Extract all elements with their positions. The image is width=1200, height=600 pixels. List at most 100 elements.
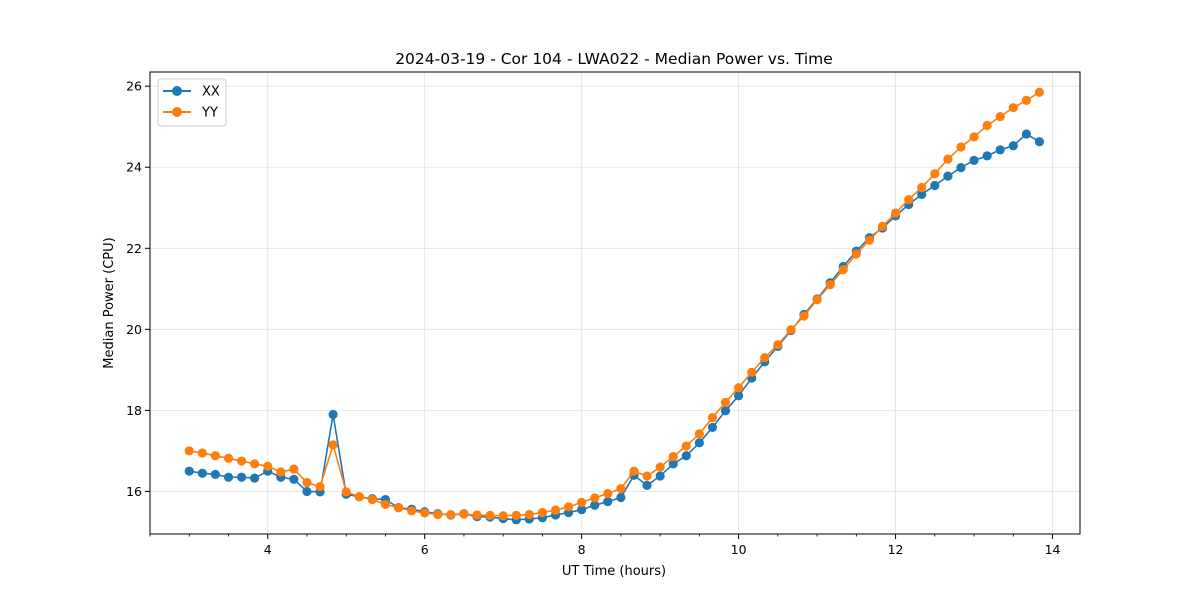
chart-title: 2024-03-19 - Cor 104 - LWA022 - Median P… — [395, 50, 833, 68]
data-point-yy — [524, 509, 534, 520]
data-point-xx — [642, 480, 652, 490]
data-point-yy — [694, 429, 704, 439]
data-point-yy — [380, 499, 391, 510]
data-point-xx — [707, 422, 718, 433]
x-tick-label: 10 — [731, 542, 747, 557]
data-point-yy — [995, 111, 1005, 122]
y-tick-label: 16 — [126, 484, 142, 499]
data-point-xx — [943, 171, 953, 181]
data-point-yy — [864, 235, 875, 245]
axis-ticks: 4 6 8 10 12 14 16 18 20 22 24 26 — [126, 79, 1060, 557]
data-point-yy — [550, 505, 561, 515]
data-point-xx — [917, 189, 927, 199]
y-tick-label: 22 — [126, 241, 142, 256]
data-point-xx — [956, 163, 966, 173]
data-point-yy — [341, 487, 351, 497]
data-point-xx — [236, 472, 247, 482]
data-point-yy — [472, 510, 482, 520]
data-point-yy — [812, 295, 822, 305]
data-point-yy — [734, 383, 744, 393]
y-tick-label: 20 — [126, 322, 142, 337]
data-point-yy — [197, 448, 207, 458]
y-tick-label: 18 — [126, 403, 142, 418]
data-point-yy — [890, 208, 901, 218]
data-point-yy — [276, 467, 286, 477]
data-point-xx — [1034, 137, 1045, 147]
data-point-xx — [694, 438, 704, 448]
legend: XX YY — [157, 78, 227, 127]
data-point-yy — [1034, 87, 1045, 97]
y-tick-label: 26 — [126, 79, 142, 94]
data-point-yy — [1021, 95, 1031, 105]
data-point-yy — [851, 249, 861, 259]
data-point-yy — [590, 493, 600, 503]
data-point-xx — [210, 469, 220, 480]
data-point-xx — [930, 180, 940, 191]
data-point-xx — [328, 409, 338, 420]
data-point-yy — [825, 280, 835, 290]
data-point-yy — [720, 397, 731, 407]
data-point-yy — [537, 507, 548, 518]
data-point-yy — [799, 311, 809, 321]
data-point-yy — [210, 451, 220, 461]
data-point-yy — [642, 471, 652, 481]
y-axis-label: Median Power (CPU) — [102, 237, 117, 368]
data-point-yy — [760, 353, 770, 363]
data-point-xx — [681, 451, 691, 461]
data-point-yy — [838, 265, 848, 275]
data-point-yy — [302, 477, 312, 488]
data-point-xx — [668, 459, 678, 469]
data-point-yy — [446, 509, 456, 520]
data-point-yy — [459, 509, 469, 519]
data-point-yy — [223, 453, 234, 463]
data-point-yy — [354, 492, 364, 502]
data-point-yy — [603, 488, 613, 499]
data-point-yy — [747, 367, 757, 377]
data-point-yy — [289, 464, 299, 474]
data-point-xx — [223, 472, 234, 482]
x-tick-label: 4 — [264, 542, 272, 557]
data-point-xx — [982, 151, 992, 161]
data-point-xx — [184, 466, 194, 476]
x-tick-label: 14 — [1045, 542, 1061, 557]
data-point-xx — [1021, 129, 1031, 139]
data-point-xx — [720, 406, 731, 416]
data-point-yy — [956, 142, 966, 152]
data-point-yy — [393, 503, 404, 513]
data-point-xx — [655, 471, 665, 481]
data-point-yy — [616, 484, 626, 494]
data-point-yy — [877, 221, 888, 232]
data-point-xx — [590, 500, 600, 510]
data-point-yy — [433, 509, 443, 520]
data-point-xx — [616, 492, 626, 503]
data-point-yy — [943, 154, 953, 164]
data-point-xx — [1008, 141, 1018, 151]
data-point-yy — [930, 169, 940, 179]
data-point-yy — [786, 325, 796, 335]
data-point-yy — [917, 182, 927, 193]
series-layer — [184, 87, 1045, 525]
legend-label-xx: XX — [202, 85, 220, 100]
data-point-yy — [328, 440, 338, 450]
data-point-yy — [485, 510, 495, 520]
data-point-yy — [773, 340, 783, 350]
x-tick-label: 6 — [421, 542, 429, 557]
data-point-yy — [563, 502, 574, 512]
data-point-yy — [629, 466, 639, 476]
legend-marker-yy — [172, 107, 182, 117]
data-point-yy — [982, 120, 992, 131]
data-point-yy — [184, 446, 194, 456]
x-tick-label: 8 — [578, 542, 586, 557]
data-point-yy — [236, 456, 247, 466]
data-point-yy — [1008, 103, 1018, 113]
y-tick-label: 24 — [126, 160, 142, 175]
data-point-yy — [315, 481, 325, 492]
data-point-yy — [655, 462, 665, 472]
data-point-xx — [995, 145, 1005, 155]
legend-label-yy: YY — [201, 106, 218, 121]
data-point-xx — [302, 486, 312, 497]
data-point-xx — [250, 473, 260, 483]
data-point-yy — [577, 497, 587, 507]
data-point-yy — [668, 451, 678, 462]
